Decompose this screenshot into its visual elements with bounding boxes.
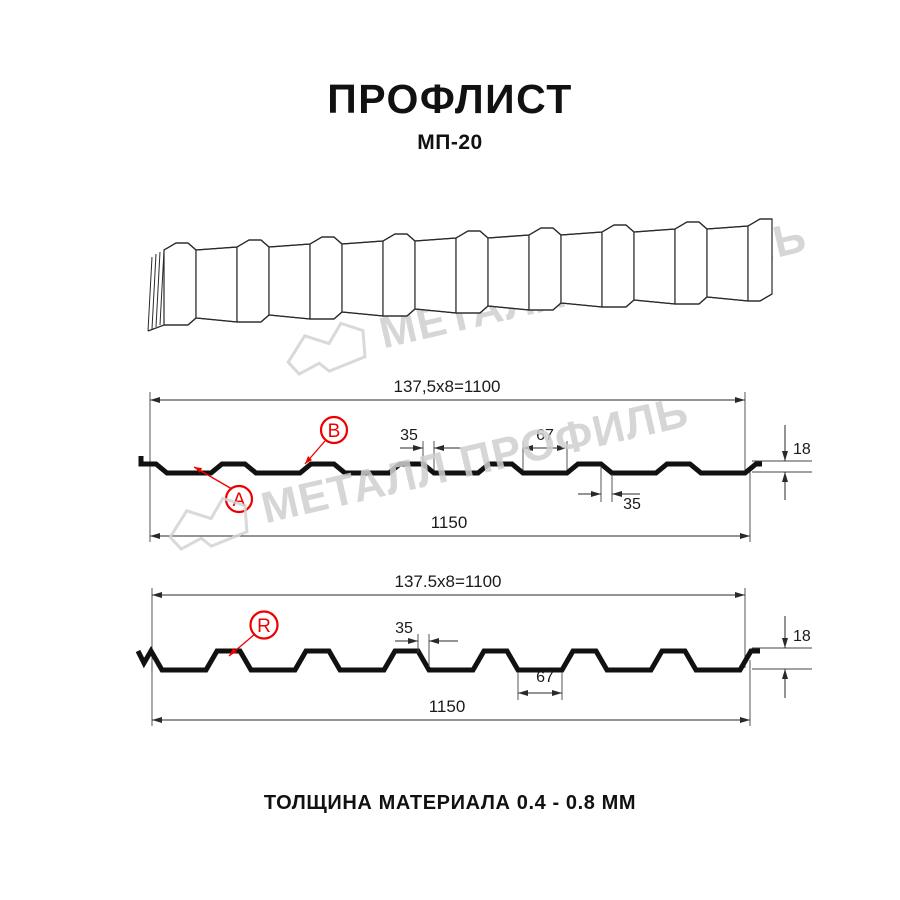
isometric-outline: [147, 218, 773, 332]
material-thickness-note: ТОЛЩИНА МАТЕРИАЛА 0.4 - 0.8 ММ: [263, 792, 637, 814]
marker-b: B: [304, 415, 349, 465]
dimension-valley-67-bottom: 67: [517, 669, 563, 700]
footer-block: ТОЛЩИНА МАТЕРИАЛА 0.4 - 0.8 ММ: [0, 792, 900, 815]
dim-label-overall-bottom-top: 1150: [431, 513, 468, 532]
dimension-valley-67-top: 67: [522, 427, 568, 470]
witness-lines-bottom: [151, 588, 751, 726]
dim-label-rib-35-top: 35: [400, 427, 418, 444]
dim-label-rib-35-bottom: 35: [395, 620, 413, 637]
dim-label-height-18-top: 18: [793, 441, 811, 458]
dimension-rib-35-bottom: 35: [395, 620, 458, 667]
model-subtitle: МП-20: [417, 131, 483, 155]
dimension-rib-35-lower: 35: [578, 466, 641, 513]
dimension-overall-bottom-1150-bottom: 1150: [152, 697, 750, 723]
isometric-view: [147, 218, 773, 332]
dimension-rib-35-top: 35: [400, 427, 462, 470]
dimension-height-18-bottom: 18: [752, 616, 812, 698]
marker-b-circle: [319, 415, 349, 445]
profile-outline-top: [138, 456, 762, 476]
dim-label-valley-67-bottom: 67: [536, 669, 554, 686]
title-block: ПРОФЛИСТ МП-20: [0, 76, 900, 155]
watermark-logo-icon: [286, 321, 367, 376]
dimension-overall-top-1100-bottom: 137.5x8=1100: [152, 572, 745, 598]
dim-label-rib-35-lower: 35: [623, 496, 641, 513]
section-view-top: 137,5x8=1100 35 67: [138, 377, 812, 542]
marker-r: R: [228, 610, 279, 657]
watermark-logo-icon-2: [168, 496, 249, 551]
dimension-overall-top-1100: 137,5x8=1100: [150, 377, 745, 403]
dim-label-overall-top: 137,5x8=1100: [394, 377, 501, 396]
page-title: ПРОФЛИСТ: [327, 76, 573, 122]
dim-label-valley-67-top: 67: [536, 427, 554, 444]
dim-label-overall-top-bottom: 137.5x8=1100: [395, 572, 502, 591]
corrugation-ribs: [163, 218, 773, 326]
dim-label-overall-bottom-bottom: 1150: [429, 697, 466, 716]
dim-label-height-18-bottom: 18: [793, 628, 811, 645]
profile-outline-bottom: [135, 646, 760, 673]
sheet-edge-thickness: [147, 249, 165, 332]
marker-b-label: B: [328, 421, 341, 442]
dimension-height-18-top: 18: [752, 425, 812, 500]
marker-r-circle: [249, 610, 279, 640]
dimension-overall-bottom-1150-top: 1150: [150, 513, 750, 539]
marker-r-label: R: [257, 616, 271, 637]
section-view-bottom: 137.5x8=1100 35 67: [135, 572, 812, 726]
